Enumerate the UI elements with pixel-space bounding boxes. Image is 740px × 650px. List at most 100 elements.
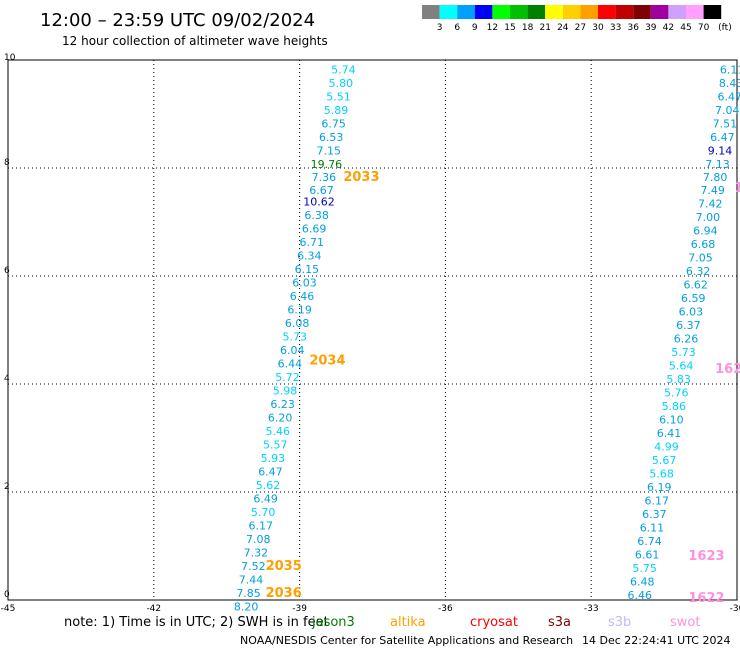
y-tick-label: 0 xyxy=(4,590,10,600)
pass-number-label: 2035 xyxy=(266,559,302,574)
note-text: note: 1) Time is in UTC; 2) SWH is in fe… xyxy=(64,615,329,630)
wave-height-label: 6.47 xyxy=(717,91,740,104)
wave-height-label: 6.37 xyxy=(676,319,701,332)
color-scale-label: 15 xyxy=(504,23,515,33)
x-tick-label: -39 xyxy=(292,604,307,614)
wave-height-label: 7.36 xyxy=(312,171,337,184)
wave-height-label: 6.32 xyxy=(686,265,711,278)
wave-height-label: 19.76 xyxy=(311,158,343,171)
wave-height-label: 7.05 xyxy=(688,252,713,265)
wave-height-label: 6.03 xyxy=(292,276,317,289)
wave-height-label: 6.47 xyxy=(710,131,735,144)
x-tick-label: -33 xyxy=(584,604,599,614)
wave-height-label: 6.37 xyxy=(642,508,667,521)
wave-height-label: 5.51 xyxy=(326,91,351,104)
legend-item: jason3 xyxy=(311,615,355,630)
wave-height-label: 6.15 xyxy=(295,263,320,276)
legend-item: altika xyxy=(390,615,426,630)
color-scale-label: 30 xyxy=(592,23,604,33)
wave-height-label: 6.47 xyxy=(258,465,283,478)
wave-height-label: 6.68 xyxy=(691,238,716,251)
wave-height-label: 6.49 xyxy=(253,492,278,505)
chart-title: 12:00 – 23:59 UTC 09/02/2024 xyxy=(40,10,315,31)
wave-height-label: 6.03 xyxy=(679,306,704,319)
satellite-legend: jason3 altika cryosat s3a s3b swot xyxy=(311,615,700,630)
wave-height-label: 8.43 xyxy=(719,77,740,90)
wave-height-label: 6.71 xyxy=(300,236,325,249)
plot-area: -45-42-39-36-33-3002468105.745.805.515.8… xyxy=(1,53,740,614)
wave-height-label: 4.99 xyxy=(654,441,679,454)
wave-height-label: 5.68 xyxy=(649,468,674,481)
wave-height-label: 5.89 xyxy=(324,104,349,117)
wave-height-label: 6.62 xyxy=(683,279,708,292)
wave-height-label: 5.70 xyxy=(251,506,276,519)
wave-height-label: 6.19 xyxy=(647,481,672,494)
wave-height-label: 6.69 xyxy=(302,222,327,235)
pass-number-label: 2033 xyxy=(343,170,379,185)
wave-height-label: 5.62 xyxy=(256,479,281,492)
color-scale-label: 24 xyxy=(557,23,569,33)
color-scale-label: 27 xyxy=(575,23,586,33)
wave-height-label: 5.98 xyxy=(273,384,298,397)
legend-item: s3a xyxy=(548,615,571,630)
wave-height-label: 6.26 xyxy=(674,333,699,346)
wave-height-label: 5.72 xyxy=(275,371,300,384)
color-scale-swatch xyxy=(457,5,475,19)
wave-height-label: 7.51 xyxy=(713,118,738,131)
color-scale-swatch xyxy=(580,5,598,19)
wave-height-label: 6.44 xyxy=(278,357,303,370)
wave-height-label: 6.75 xyxy=(321,118,346,131)
pass-number-label: 162- xyxy=(715,362,740,377)
wave-height-label: 7.49 xyxy=(700,184,725,197)
wave-height-label: 6.94 xyxy=(693,225,718,238)
pass-number-label: 1622 xyxy=(688,591,724,606)
pass-number-label: 1 xyxy=(735,181,740,196)
color-scale-label: 3 xyxy=(437,23,443,33)
color-scale-swatch xyxy=(633,5,651,19)
wave-height-label: 6.04 xyxy=(280,344,305,357)
wave-height-label: 6.59 xyxy=(681,292,706,305)
wave-height-label: 7.04 xyxy=(715,104,740,117)
wave-height-label: 5.80 xyxy=(329,77,354,90)
footer-credit: NOAA/NESDIS Center for Satellite Applica… xyxy=(240,634,573,647)
plot-frame xyxy=(7,59,738,601)
footer-timestamp: 14 Dec 22:24:41 UTC 2024 xyxy=(582,634,730,647)
color-scale-label: 6 xyxy=(454,23,460,33)
wave-height-label: 5.75 xyxy=(632,562,657,575)
color-scale-label: 39 xyxy=(645,23,657,33)
wave-height-label: 7.42 xyxy=(698,198,723,211)
pass-number-label: 2034 xyxy=(309,354,345,369)
color-scale-label: 33 xyxy=(610,23,621,33)
wave-height-label: 5.73 xyxy=(282,330,307,343)
wave-height-label: 5.46 xyxy=(265,425,290,438)
color-scale-label: 36 xyxy=(627,23,639,33)
wave-height-label: 5.74 xyxy=(331,64,356,77)
wave-height-label: 8.20 xyxy=(234,600,259,613)
wave-height-label: 7.52 xyxy=(241,560,266,573)
wave-height-label: 6.53 xyxy=(319,131,344,144)
color-scale-label: 42 xyxy=(663,23,674,33)
color-scale-swatch xyxy=(545,5,563,19)
wave-height-label: 6.11 xyxy=(720,64,740,77)
x-tick-label: -36 xyxy=(438,604,453,614)
wave-height-label: 5.93 xyxy=(261,452,286,465)
legend-item: s3b xyxy=(608,615,631,630)
pass-number-label: 1623 xyxy=(688,549,724,564)
color-scale-label: 21 xyxy=(539,23,550,33)
wave-height-label: 6.48 xyxy=(630,576,655,589)
wave-height-label: 6.46 xyxy=(290,290,315,303)
legend-item: swot xyxy=(670,615,700,630)
color-scale-swatch xyxy=(615,5,634,19)
wave-height-label: 6.10 xyxy=(659,414,684,427)
color-scale-label: 18 xyxy=(522,23,534,33)
x-tick-label: -42 xyxy=(146,604,161,614)
color-scale: 3 6 9 12 15 18 21 24 27 30 33 36 39 42 45 70 (ft) xyxy=(422,5,732,33)
wave-height-label: 7.08 xyxy=(246,533,271,546)
x-tick-label: -30 xyxy=(730,604,740,614)
color-scale-label: 12 xyxy=(487,23,498,33)
wave-height-label: 10.62 xyxy=(303,195,335,208)
y-tick-label: 8 xyxy=(4,158,10,168)
wave-height-label: 7.13 xyxy=(705,158,730,171)
color-scale-swatch xyxy=(492,5,510,19)
